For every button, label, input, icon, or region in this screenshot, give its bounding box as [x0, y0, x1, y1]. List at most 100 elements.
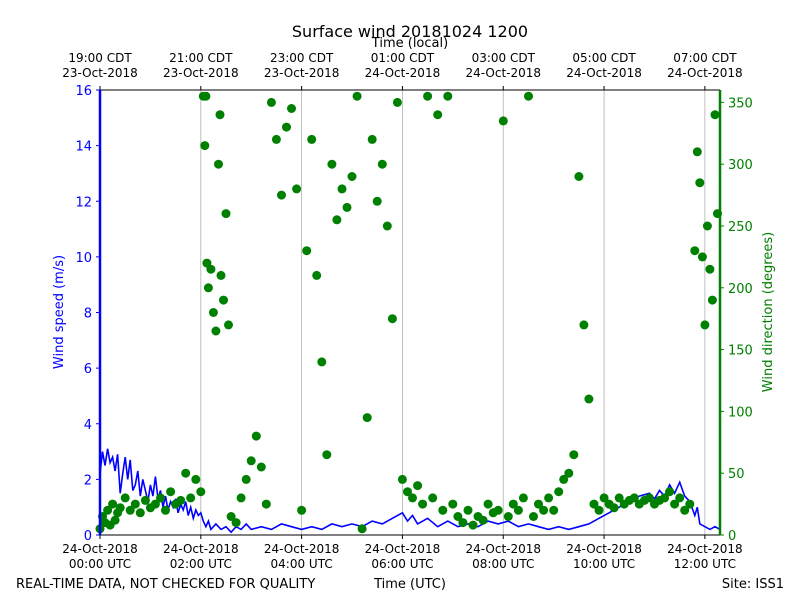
top-tick-date: 24-Oct-2018 [465, 66, 541, 80]
wind-direction-point [397, 474, 407, 484]
wind-direction-point [524, 91, 533, 101]
wind-direction-point [251, 431, 261, 441]
y2-tick-label: 350 [728, 96, 753, 111]
wind-direction-point [387, 314, 397, 324]
wind-direction-point [423, 91, 433, 101]
wind-direction-point [362, 413, 372, 423]
x-tick-time: 10:00 UTC [573, 557, 635, 571]
wind-speed-series [99, 448, 721, 534]
wind-direction-point [200, 141, 210, 151]
wind-direction-point [443, 91, 453, 101]
x-tick-time: 06:00 UTC [371, 557, 433, 571]
x-tick-time: 04:00 UTC [271, 557, 333, 571]
top-tick-time: 03:00 CDT [472, 51, 536, 65]
top-tick-date: 23-Oct-2018 [163, 66, 239, 80]
vertical-gridlines [200, 90, 706, 535]
x-tick-date: 24-Oct-2018 [365, 542, 441, 556]
wind-direction-point [166, 487, 176, 497]
wind-direction-point [529, 512, 538, 521]
y-tick-label: 10 [75, 251, 92, 266]
wind-direction-point [219, 295, 228, 305]
x-tick-date: 24-Oct-2018 [566, 542, 642, 556]
wind-direction-point [665, 487, 675, 497]
wind-direction-point [700, 320, 710, 330]
wind-direction-point [282, 122, 291, 132]
wind-direction-point [448, 499, 458, 509]
y2-tick-label: 250 [728, 220, 753, 235]
wind-direction-point [201, 91, 211, 101]
y2-axis-label: Wind direction (degrees) [761, 232, 776, 392]
wind-direction-point [297, 505, 307, 515]
x-tick-time: 00:00 UTC [69, 557, 131, 571]
wind-direction-point [483, 499, 493, 509]
wind-direction-point [277, 190, 286, 200]
wind-direction-point [203, 283, 213, 293]
wind-direction-point [544, 493, 554, 503]
wind-direction-point [629, 493, 639, 503]
wind-direction-point [503, 512, 513, 521]
top-tick-time: 21:00 CDT [169, 51, 233, 65]
wind-direction-point [302, 246, 312, 256]
wind-direction-point [574, 172, 584, 181]
x-tick-date: 24-Oct-2018 [465, 542, 541, 556]
wind-direction-point [327, 159, 337, 169]
top-tick-date: 24-Oct-2018 [667, 66, 743, 80]
footer-right: Site: ISS1 [722, 577, 784, 592]
wind-direction-point [266, 97, 276, 107]
wind-direction-point [692, 147, 702, 157]
wind-direction-point [690, 246, 700, 256]
wind-direction-point [428, 493, 438, 503]
wind-direction-point [216, 270, 226, 280]
top-tick-date: 23-Oct-2018 [264, 66, 340, 80]
wind-direction-point [367, 134, 377, 144]
y2-tick-label: 0 [728, 529, 736, 544]
wind-direction-point [614, 493, 624, 503]
wind-direction-point [478, 515, 488, 525]
x-tick-date: 24-Oct-2018 [62, 542, 138, 556]
wind-direction-point [609, 503, 619, 513]
top-tick-time: 23:00 CDT [270, 51, 334, 65]
wind-direction-point [120, 493, 130, 503]
wind-direction-point [221, 209, 231, 219]
y-tick-label: 4 [84, 418, 92, 433]
wind-direction-point [208, 308, 218, 317]
y2-tick-label: 100 [728, 405, 753, 420]
wind-direction-point [130, 499, 140, 509]
ticks: 0 2 4 6 8 10 12 14 16 0 50 100 150 200 250 300 350 24-Oct… [62, 51, 753, 571]
top-tick-time: 05:00 CDT [572, 51, 636, 65]
wind-direction-point [206, 264, 216, 274]
wind-direction-point [707, 295, 717, 305]
x-tick-time: 08:00 UTC [472, 557, 534, 571]
wind-direction-point [110, 515, 120, 525]
wind-direction-point [211, 326, 221, 336]
x-tick-time: 12:00 UTC [674, 557, 736, 571]
wind-direction-point [680, 505, 690, 515]
y-tick-label: 2 [84, 473, 92, 488]
y-tick-label: 14 [75, 140, 92, 155]
wind-direction-point [191, 474, 201, 484]
top-axis-label: Time (local) [371, 36, 448, 51]
wind-direction-point [564, 468, 574, 478]
wind-direction-point [196, 487, 206, 497]
wind-direction-point [246, 456, 256, 466]
top-tick-date: 24-Oct-2018 [566, 66, 642, 80]
y-tick-label: 0 [84, 529, 92, 544]
wind-direction-point [403, 487, 412, 497]
wind-direction-point [236, 493, 246, 503]
wind-direction-point [579, 320, 589, 330]
wind-direction-point [413, 481, 423, 491]
wind-direction-point [584, 394, 594, 404]
wind-direction-point [675, 493, 685, 503]
wind-direction-point [150, 499, 160, 509]
wind-direction-point [224, 320, 233, 330]
y-axis-label: Wind speed (m/s) [52, 255, 67, 369]
wind-direction-point [554, 487, 564, 497]
wind-direction-point [433, 110, 443, 120]
wind-direction-point [539, 505, 549, 515]
wind-direction-point [594, 505, 604, 515]
wind-direction-point [559, 474, 569, 484]
wind-direction-point [670, 499, 680, 509]
y2-tick-label: 150 [728, 344, 753, 359]
wind-direction-point [372, 196, 382, 206]
wind-direction-point [408, 493, 417, 503]
